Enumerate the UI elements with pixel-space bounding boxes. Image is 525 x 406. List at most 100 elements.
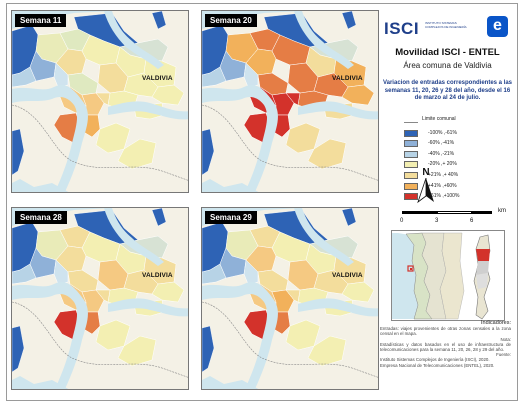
zone-deep-blue bbox=[341, 11, 357, 30]
legend-item-label: -60% ,-41% bbox=[428, 140, 455, 147]
census-zone bbox=[307, 138, 347, 170]
legend-item-label: -20% ,+ 20% bbox=[428, 161, 457, 168]
indicators-notes: Indicadores: Entradas: viajes provenient… bbox=[380, 320, 512, 368]
source-entel: Empresa Nacional de Telecomunicaciones (… bbox=[380, 362, 495, 368]
legend-boundary-label: Limite comunal bbox=[422, 116, 456, 122]
legend-item: -20% ,+ 20% bbox=[392, 160, 510, 171]
legend-swatch bbox=[404, 161, 418, 169]
census-zone bbox=[243, 259, 259, 285]
isci-logo: ISCI bbox=[384, 19, 420, 38]
inset-location-marker bbox=[407, 265, 414, 272]
week-label: Semana 20 bbox=[205, 14, 257, 27]
city-label: VALDIVIA bbox=[142, 75, 173, 82]
map-drawing bbox=[202, 11, 378, 192]
legend-item: +41% ,+60% bbox=[392, 182, 510, 193]
legend-item-label: +41% ,+60% bbox=[428, 182, 457, 189]
week-label: Semana 29 bbox=[205, 211, 257, 224]
north-arrow-icon bbox=[417, 177, 434, 204]
legend-swatch bbox=[404, 140, 418, 148]
census-zone bbox=[151, 281, 185, 303]
map-title: Movilidad ISCI - ENTEL bbox=[395, 47, 500, 58]
legend-item-label: -40% ,-21% bbox=[428, 150, 455, 157]
scale-bar: 0 3 6 km bbox=[398, 207, 508, 227]
commune-boundary bbox=[12, 301, 188, 378]
zone-deep-blue bbox=[202, 325, 215, 373]
scale-unit: km bbox=[498, 208, 506, 214]
census-zone bbox=[243, 62, 259, 88]
river bbox=[294, 11, 354, 69]
census-zone bbox=[53, 62, 69, 88]
city-label: VALDIVIA bbox=[332, 272, 363, 279]
legend-boundary-line bbox=[404, 122, 418, 123]
river bbox=[294, 208, 354, 266]
indicators-title: Indicadores: bbox=[481, 320, 511, 326]
inset-drawing bbox=[392, 231, 504, 320]
legend: Limite comunal -100% ,-61% -60% ,-41% -4… bbox=[392, 116, 510, 203]
river bbox=[298, 298, 378, 317]
legend-item-label: +21% ,+ 40% bbox=[428, 171, 459, 178]
commune-boundary bbox=[12, 104, 188, 181]
legend-swatch bbox=[404, 150, 418, 158]
map-sidebar: ISCI INSTITUTO SISTEMAS COMPLEJOS DE ING… bbox=[380, 5, 515, 397]
zone-deep-blue bbox=[202, 128, 215, 176]
census-zone bbox=[307, 335, 347, 367]
census-zone bbox=[95, 92, 111, 106]
scale-segment bbox=[437, 211, 472, 214]
census-zone bbox=[117, 335, 157, 367]
legend-item: -100% ,-61% bbox=[392, 129, 510, 140]
scale-tick: 6 bbox=[470, 218, 474, 224]
legend-item-label: +61% ,+100% bbox=[428, 193, 460, 200]
location-inset-map bbox=[391, 230, 505, 321]
map-panel-4: Semana 29 VALDIVIA bbox=[201, 207, 379, 390]
map-description: Variacion de entradas correspondientes a… bbox=[382, 80, 513, 101]
north-arrow: N bbox=[414, 167, 438, 209]
census-zone bbox=[95, 289, 111, 303]
legend-item: -40% ,-21% bbox=[392, 150, 510, 161]
map-subtitle: Área comuna de Valdivia bbox=[403, 61, 492, 70]
week-label: Semana 28 bbox=[15, 211, 67, 224]
river bbox=[202, 282, 278, 389]
map-drawing bbox=[12, 11, 188, 192]
census-zone bbox=[285, 289, 301, 303]
legend-item-label: -100% ,-61% bbox=[428, 129, 457, 136]
week-label: Semana 11 bbox=[15, 14, 67, 27]
legend-swatch bbox=[404, 171, 418, 179]
zone-deep-blue bbox=[151, 208, 167, 227]
census-zone bbox=[117, 138, 157, 170]
entel-logo: e bbox=[487, 16, 508, 37]
map-panel-2: Semana 20 VALDIVIA bbox=[201, 10, 379, 193]
census-zone bbox=[285, 92, 301, 106]
zone-deep-blue bbox=[12, 128, 25, 176]
city-label: VALDIVIA bbox=[142, 272, 173, 279]
zone-deep-blue bbox=[12, 325, 25, 373]
north-letter: N bbox=[422, 167, 430, 178]
nota-text: Estadísticas y datos basados en el uso d… bbox=[380, 341, 511, 353]
fuente-label: Fuente: bbox=[496, 352, 511, 358]
legend-boundary-row bbox=[392, 118, 510, 129]
legend-swatch bbox=[404, 193, 418, 201]
legend-item: -60% ,-41% bbox=[392, 139, 510, 150]
river bbox=[298, 101, 378, 120]
river bbox=[12, 282, 88, 389]
nota-label: Nota: bbox=[500, 336, 512, 342]
census-zone bbox=[53, 259, 69, 285]
river bbox=[108, 298, 188, 317]
census-zone bbox=[341, 281, 375, 303]
river bbox=[108, 101, 188, 120]
map-drawing bbox=[202, 208, 378, 389]
legend-swatch bbox=[404, 182, 418, 190]
commune-boundary bbox=[202, 104, 378, 181]
legend-swatch bbox=[404, 129, 418, 137]
river bbox=[202, 85, 278, 192]
census-zone bbox=[341, 84, 375, 106]
source-isci: Instituto Sistemas Complejos de Ingenier… bbox=[380, 357, 490, 363]
isci-logo-subtitle: INSTITUTO SISTEMAS COMPLEJOS DE INGENIER… bbox=[425, 21, 467, 29]
scale-segment bbox=[402, 211, 437, 214]
indicators-text: Entradas: viajes provenientes de otras z… bbox=[380, 326, 511, 337]
scale-tick: 0 bbox=[400, 218, 404, 224]
river bbox=[104, 11, 164, 69]
legend-item: +61% ,+100% bbox=[392, 192, 510, 203]
legend-item: +21% ,+ 40% bbox=[392, 171, 510, 182]
city-label: VALDIVIA bbox=[332, 75, 363, 82]
zone-deep-blue bbox=[341, 208, 357, 227]
